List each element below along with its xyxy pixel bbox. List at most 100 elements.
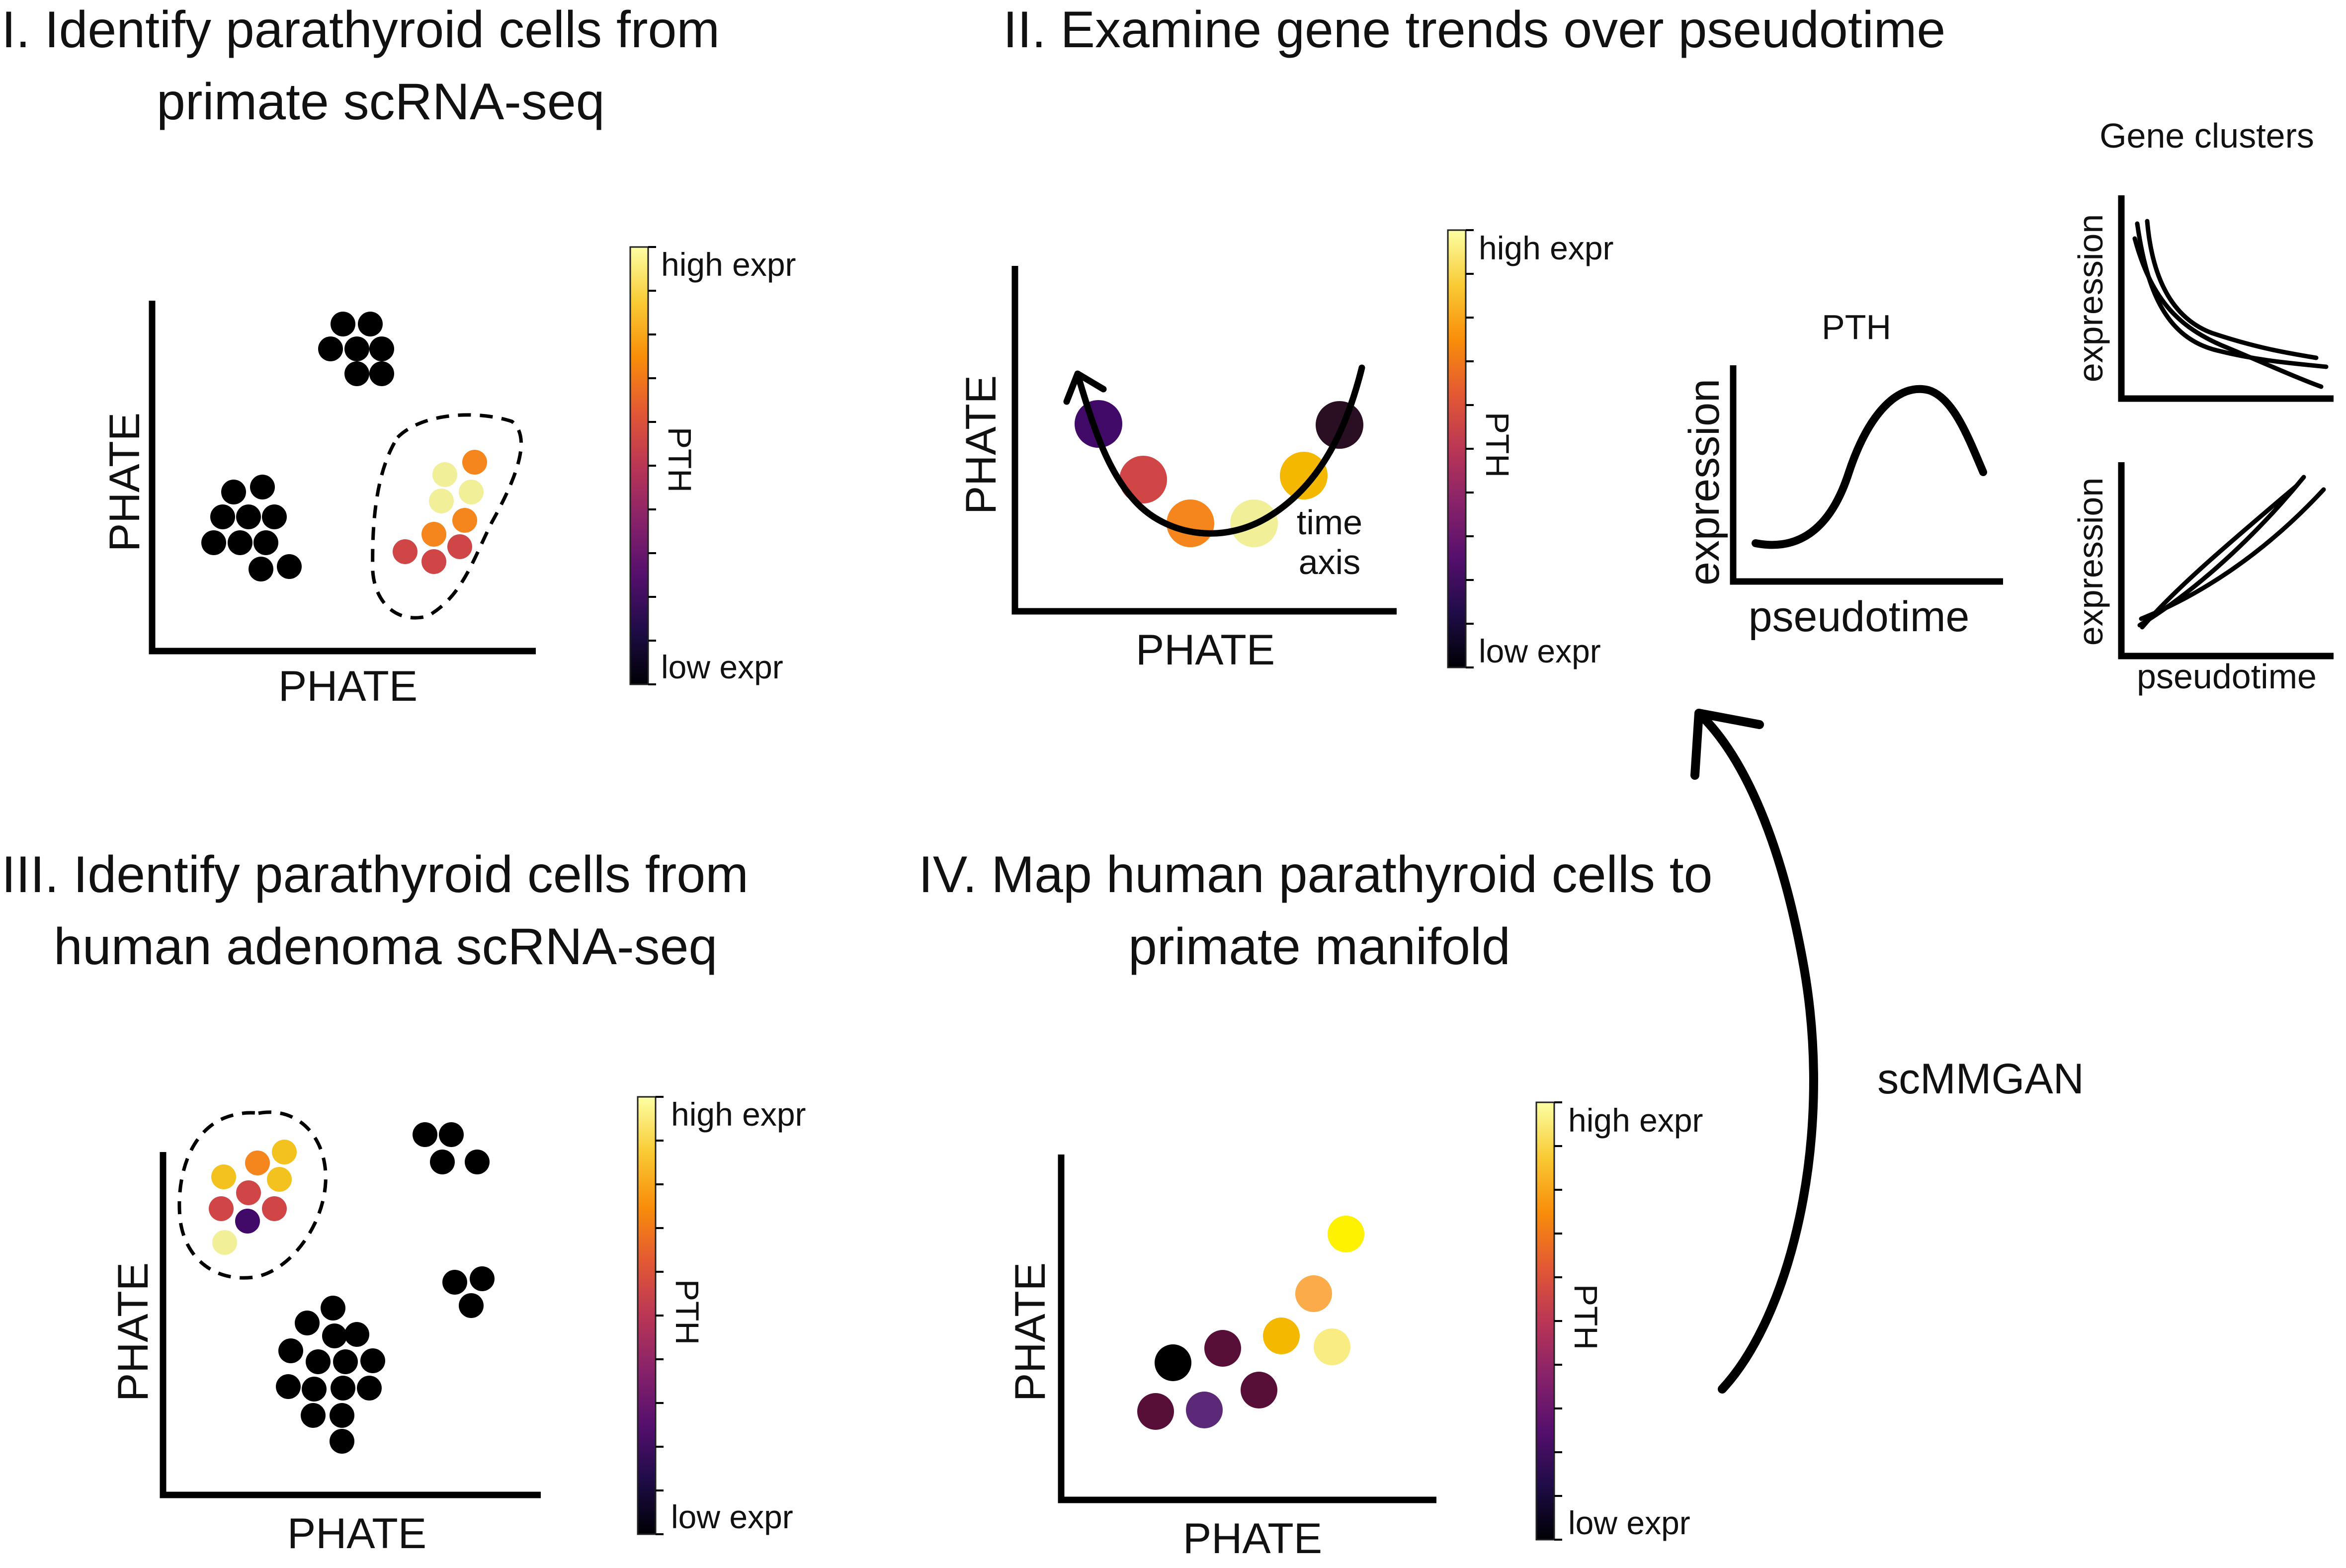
- scmmgan-arrow-shaft: [1699, 714, 1818, 1394]
- colorbar-low-label: low expr: [661, 649, 783, 685]
- cell-dot: [1119, 456, 1167, 503]
- panel-3-y-label: PHATE: [109, 1262, 157, 1402]
- cell-dot: [236, 1180, 261, 1205]
- panel-4-title-line-2: primate manifold: [1128, 918, 1510, 976]
- cell-dot: [344, 336, 369, 361]
- cell-dot: [1314, 1328, 1350, 1365]
- cell-dot: [331, 312, 355, 336]
- cell-dot: [212, 1230, 237, 1255]
- panel-2-x-label: PHATE: [1136, 626, 1275, 674]
- colorbar-gene-label: PTH: [669, 1279, 706, 1345]
- cell-dot: [262, 504, 287, 529]
- cell-dot: [470, 1266, 495, 1291]
- panel-2-y-label: PHATE: [957, 375, 1005, 514]
- cell-dot: [278, 1338, 303, 1363]
- cell-dot: [331, 1376, 355, 1401]
- panel-3-x-label: PHATE: [287, 1510, 426, 1558]
- panel-3-lasso: [177, 1110, 328, 1280]
- cell-dot: [452, 508, 477, 533]
- panel-4-mapped-cells: [1137, 1216, 1364, 1430]
- panel-4-title-line-1: IV. Map human parathyroid cells to: [919, 846, 1712, 904]
- panel-4-colorbar: high expr low expr PTH: [1535, 1101, 1703, 1541]
- cell-dot: [277, 554, 302, 579]
- cell-dot: [1137, 1393, 1174, 1430]
- panel-3-title-line-1: III. Identify parathyroid cells from: [1, 846, 749, 904]
- cell-dot: [430, 1150, 455, 1174]
- panel-3-cluster-bottom: [276, 1296, 385, 1454]
- cell-dot: [262, 1196, 287, 1221]
- colorbar-low-label: low expr: [671, 1498, 793, 1535]
- cell-dot: [369, 361, 394, 386]
- panel-1-cluster-left: [201, 475, 302, 581]
- panel-3-title-line-2: human adenoma scRNA-seq: [54, 918, 717, 976]
- time-axis-label-line-2: axis: [1299, 543, 1360, 581]
- cell-dot: [318, 336, 343, 361]
- panel-4-x-label: PHATE: [1183, 1515, 1322, 1563]
- cell-dot: [201, 530, 226, 555]
- panel-4-title: IV. Map human parathyroid cells to prima…: [919, 846, 1727, 976]
- panel-1-y-label: PHATE: [101, 413, 149, 552]
- panel-1-x-label: PHATE: [278, 662, 418, 710]
- cell-dot: [429, 489, 454, 513]
- cell-dot: [357, 1376, 382, 1401]
- cell-dot: [236, 504, 261, 529]
- panel-3: III. Identify parathyroid cells from hum…: [1, 846, 806, 1558]
- panel-2: II. Examine gene trends over pseudotime …: [957, 1, 2334, 696]
- cell-dot: [432, 462, 457, 487]
- cell-dot: [369, 336, 394, 361]
- gene-clusters: Gene clusters expression expression pseu…: [2071, 116, 2334, 696]
- cell-dot: [209, 1196, 234, 1221]
- cell-dot: [302, 1377, 327, 1402]
- panel-1-colorbar: high expr low expr PTH: [629, 246, 796, 685]
- cell-dot: [1263, 1318, 1300, 1354]
- cell-dot: [333, 1349, 358, 1374]
- panel-2-title: II. Examine gene trends over pseudotime: [1003, 1, 1945, 59]
- panel-1-cluster-top: [318, 312, 394, 386]
- cell-dot: [249, 557, 273, 581]
- pseudotime-trajectory: [1075, 364, 1365, 537]
- colorbar-low-label: low expr: [1568, 1504, 1690, 1541]
- colorbar-low-label: low expr: [1479, 633, 1601, 669]
- pth-trend-plot: PTH pseudotime expression: [1680, 308, 2003, 641]
- scmmgan-arrowhead: [1690, 709, 1764, 780]
- panel-1-lasso: [371, 413, 523, 620]
- cell-dot: [344, 1322, 369, 1347]
- panel-2-colorbar: high expr low expr PTH: [1447, 229, 1614, 669]
- trajectory-arrowhead: [1063, 370, 1107, 405]
- cell-dot: [442, 1270, 467, 1295]
- pth-trend-y-label: expression: [1680, 379, 1728, 585]
- cell-dot: [330, 1429, 354, 1454]
- cell-dot: [1241, 1372, 1277, 1408]
- panel-4-y-label: PHATE: [1006, 1262, 1054, 1402]
- colorbar-high-label: high expr: [1568, 1102, 1703, 1139]
- panel-1-axes: [149, 301, 536, 655]
- pth-trend-line: [1752, 385, 1987, 549]
- panel-3-axes: [160, 1152, 541, 1498]
- colorbar-gene-label: PTH: [662, 427, 698, 493]
- cell-dot: [211, 1164, 236, 1189]
- colorbar-ticks: [648, 229, 1562, 1541]
- cell-dot: [421, 522, 446, 547]
- cell-dot: [1295, 1275, 1332, 1312]
- pth-trend-title: PTH: [1822, 308, 1891, 346]
- cluster-2-trend-line: [2139, 487, 2326, 621]
- cluster-2-x-label: pseudotime: [2137, 657, 2317, 696]
- cluster-2-y-label: expression: [2071, 478, 2110, 646]
- colorbar-gradient: [1447, 229, 1467, 668]
- cell-dot: [267, 1167, 292, 1192]
- cell-dot: [322, 1323, 347, 1348]
- panel-3-parathyroid-cells: [209, 1140, 297, 1255]
- gene-cluster-increasing: expression pseudotime: [2071, 462, 2334, 696]
- cell-dot: [250, 475, 275, 499]
- cell-dot: [344, 361, 369, 386]
- panel-1: I. Identify parathyroid cells from prima…: [1, 1, 796, 710]
- panel-1-title-line-1: I. Identify parathyroid cells from: [1, 1, 720, 59]
- gene-cluster-decreasing: expression: [2071, 195, 2334, 402]
- gene-clusters-title: Gene clusters: [2099, 116, 2314, 155]
- scmmgan-arrow: scMMGAN: [1690, 709, 2084, 1394]
- panel-1-title-line-2: primate scRNA-seq: [157, 73, 605, 131]
- cell-dot: [295, 1311, 320, 1335]
- cell-dot: [360, 1348, 385, 1373]
- cell-dot: [330, 1403, 354, 1428]
